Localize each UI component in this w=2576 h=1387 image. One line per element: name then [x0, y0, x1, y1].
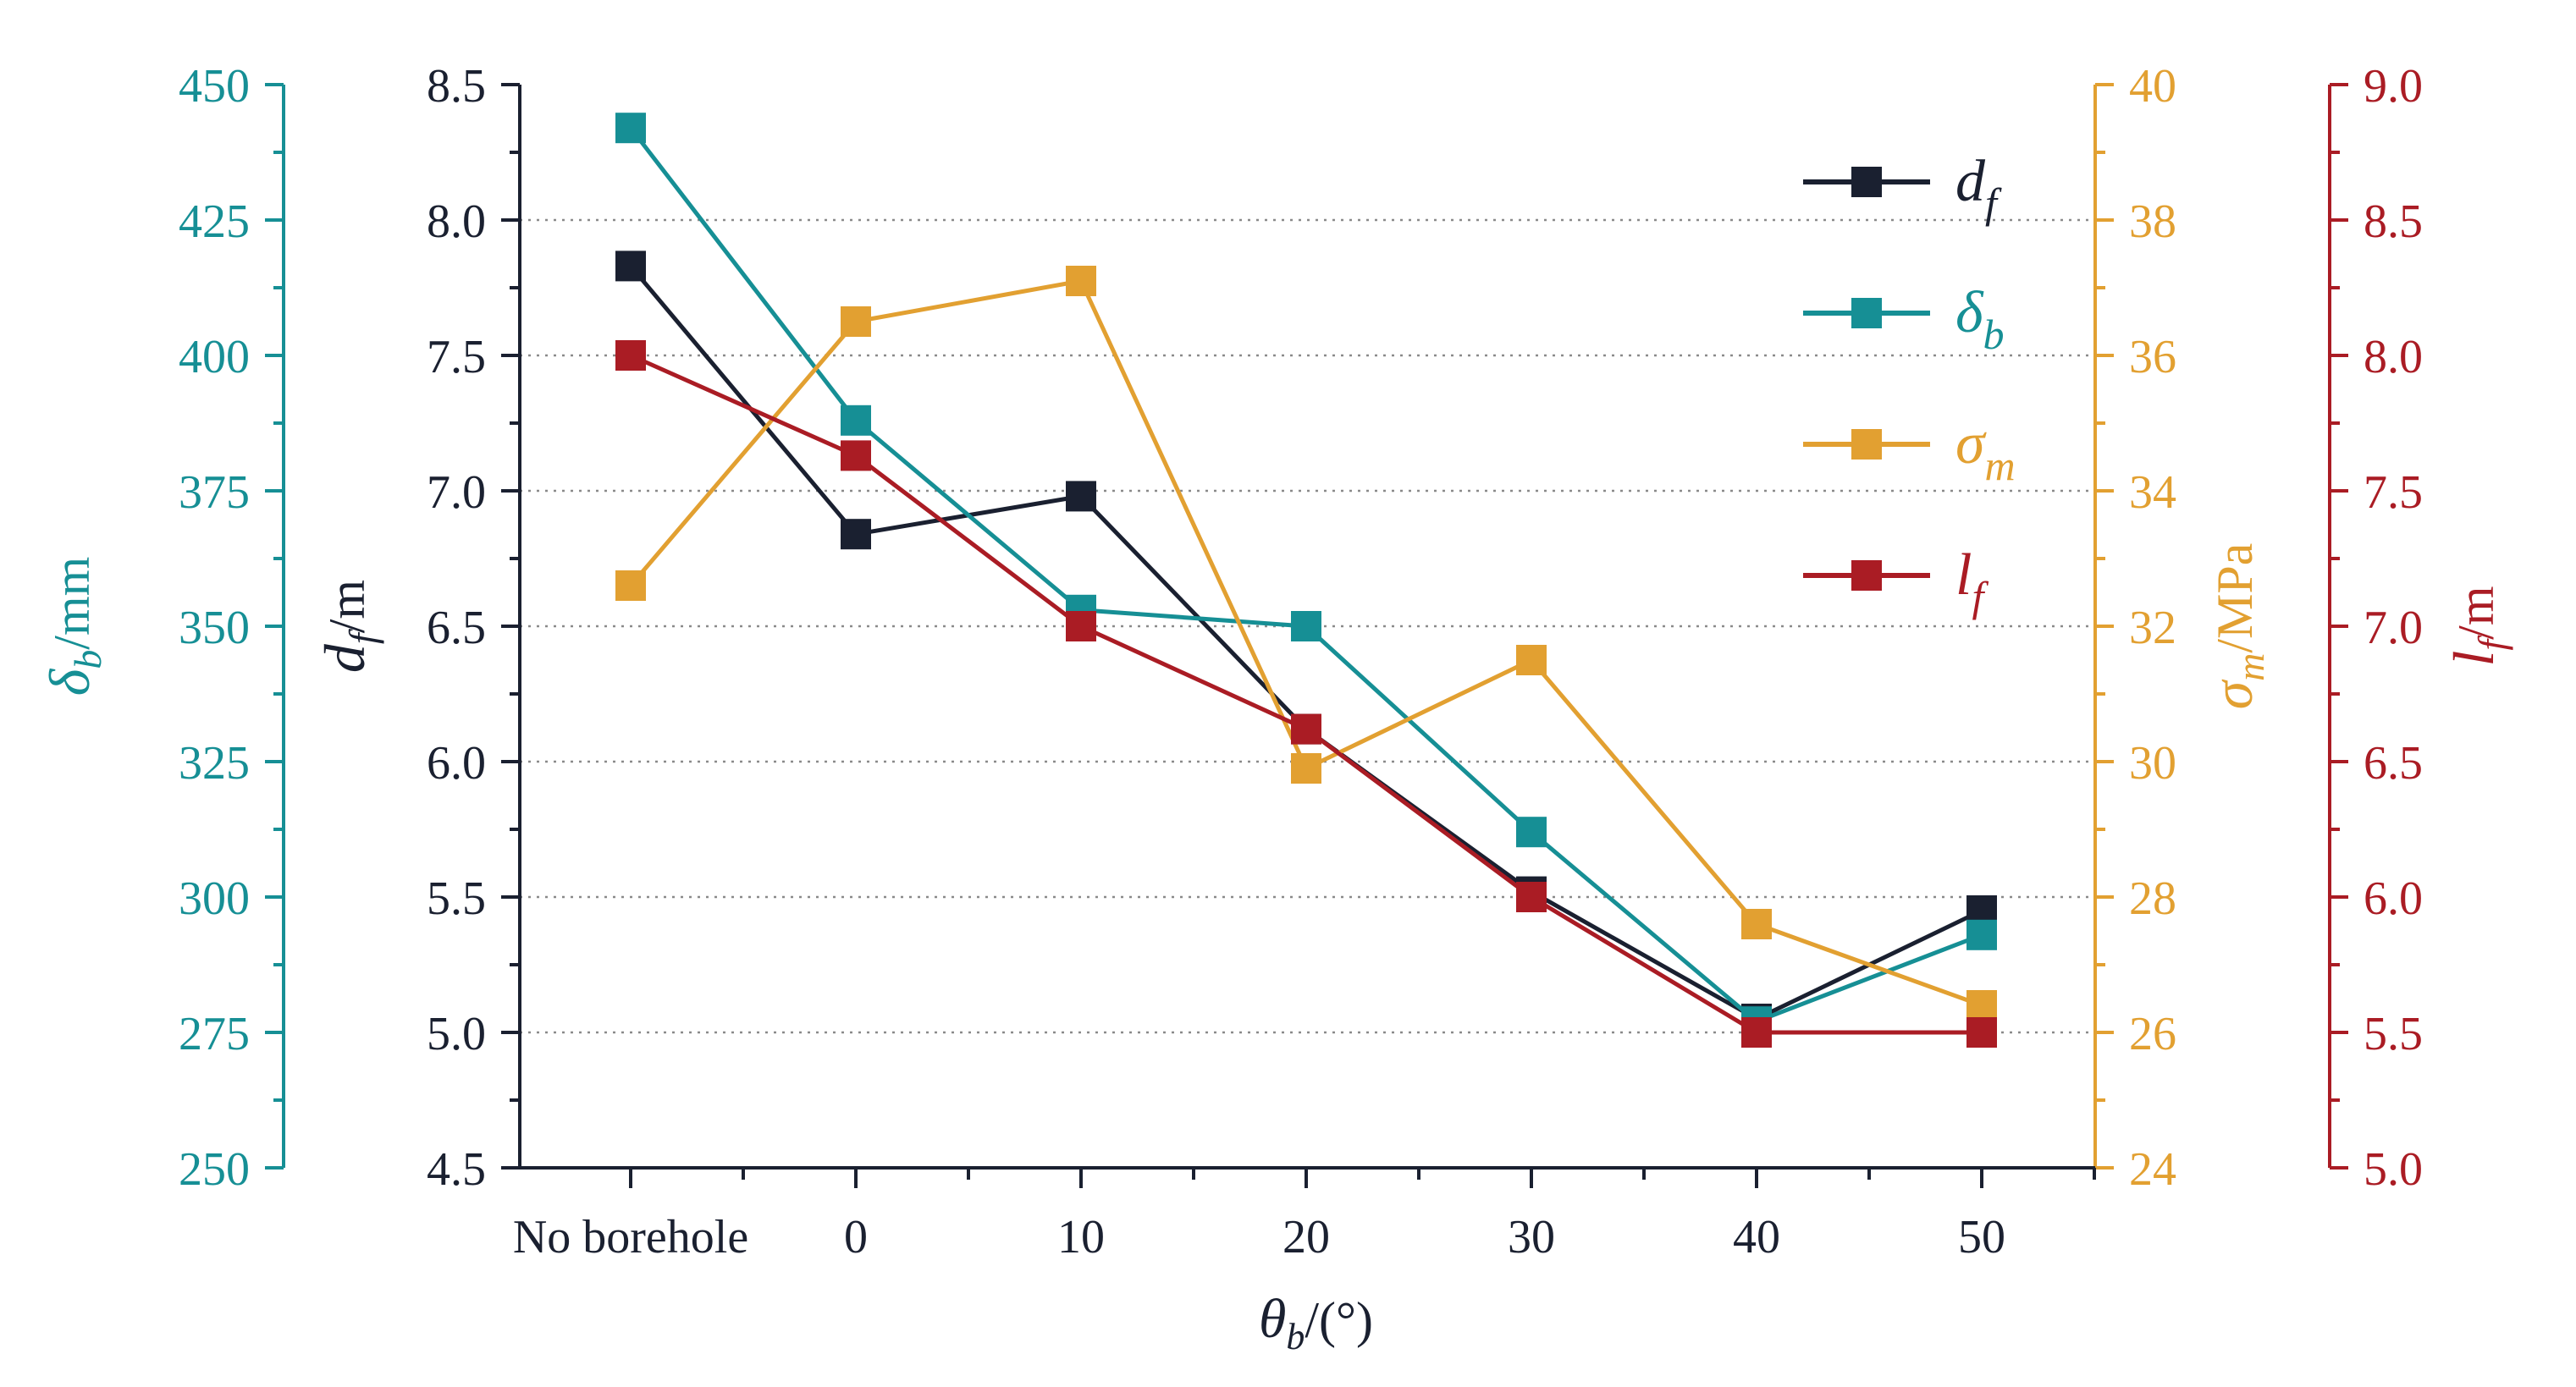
data-point-sm — [1741, 909, 1772, 939]
data-point-db — [841, 405, 871, 436]
df-tick-label: 7.0 — [427, 466, 486, 519]
legend-item-sm: σm — [1803, 411, 2016, 489]
lf-tick-label: 6.0 — [2364, 872, 2423, 925]
data-point-lf — [1966, 1017, 1997, 1048]
series-lf — [615, 340, 1997, 1048]
x-tick-label: No borehole — [513, 1211, 748, 1263]
lf-tick-label: 7.5 — [2364, 466, 2423, 519]
db-tick-label: 275 — [179, 1008, 250, 1060]
lf-axis-title: lf/m — [2441, 586, 2513, 666]
series-df — [615, 250, 1997, 1034]
db-axis: 450 425 400 375 350 325 300 275 250 — [179, 60, 285, 1196]
data-point-sm — [1066, 266, 1096, 296]
legend-item-lf: lf — [1803, 542, 1989, 620]
df-tick-label: 5.5 — [427, 872, 486, 925]
data-point-lf — [1291, 713, 1321, 745]
data-point-sm — [1516, 645, 1547, 675]
db-tick-label: 250 — [179, 1143, 250, 1196]
df-tick-label: 8.0 — [427, 195, 486, 248]
sm-tick-label: 36 — [2129, 331, 2176, 383]
lf-axis: 9.0 8.5 8.0 7.5 7.0 6.5 6.0 5.5 5.0 — [2328, 60, 2423, 1196]
x-tick-label: 0 — [844, 1211, 868, 1263]
df-tick-label: 8.5 — [427, 60, 486, 113]
sm-axis: 40 38 36 34 32 30 28 26 24 — [2093, 60, 2176, 1196]
data-point-sm — [615, 570, 646, 601]
legend-label: δb — [1955, 280, 2005, 358]
series-sm — [615, 266, 1997, 1021]
db-tick-label: 450 — [179, 60, 250, 113]
df-axis: 8.5 8.0 7.5 7.0 6.5 6.0 5.5 5.0 4.5 — [427, 60, 521, 1196]
data-point-lf — [841, 440, 871, 471]
lf-tick-label: 9.0 — [2364, 60, 2423, 113]
lf-tick-label: 5.5 — [2364, 1008, 2423, 1060]
sm-tick-label: 38 — [2129, 195, 2176, 248]
db-tick-label: 300 — [179, 872, 250, 925]
series-line-db — [629, 126, 1983, 1024]
sm-tick-label: 34 — [2129, 466, 2176, 519]
df-tick-label: 6.0 — [427, 737, 486, 790]
x-tick-label: 40 — [1733, 1211, 1780, 1263]
data-point-lf — [615, 340, 646, 371]
data-point-lf — [1066, 611, 1096, 641]
data-point-db — [1516, 817, 1547, 848]
data-point-sm — [1966, 990, 1997, 1021]
db-tick-label: 350 — [179, 602, 250, 654]
lf-tick-label: 7.0 — [2364, 602, 2423, 654]
db-tick-label: 400 — [179, 331, 250, 383]
df-tick-label: 5.0 — [427, 1008, 486, 1060]
sm-tick-label: 26 — [2129, 1008, 2176, 1060]
data-point-df — [1066, 481, 1096, 512]
db-tick-label: 325 — [179, 737, 250, 790]
lf-tick-label: 8.5 — [2364, 195, 2423, 248]
legend-marker — [1851, 167, 1882, 197]
df-axis-title: df/m — [312, 580, 384, 673]
legend-label: df — [1955, 149, 2002, 227]
legend-marker — [1851, 298, 1882, 328]
plot-series — [615, 113, 1997, 1048]
sm-tick-label: 32 — [2129, 602, 2176, 654]
df-tick-label: 6.5 — [427, 602, 486, 654]
db-tick-label: 425 — [179, 195, 250, 248]
data-point-db — [1291, 611, 1321, 641]
sm-tick-label: 40 — [2129, 60, 2176, 113]
sm-tick-label: 30 — [2129, 737, 2176, 790]
sm-tick-label: 28 — [2129, 872, 2176, 925]
legend-item-df: df — [1803, 149, 2002, 227]
lf-tick-label: 5.0 — [2364, 1143, 2423, 1196]
data-point-sm — [1291, 753, 1321, 784]
x-axis: No borehole 0 10 20 30 40 50 θb/(°) — [513, 1166, 2096, 1357]
db-axis-title: δb/mm — [37, 557, 109, 696]
legend-marker — [1851, 429, 1882, 460]
data-point-df — [615, 250, 646, 282]
df-tick-label: 7.5 — [427, 331, 486, 383]
data-point-lf — [1516, 882, 1547, 912]
axes: 8.58.07.57.06.56.05.55.04.54504254003753… — [37, 60, 2513, 1357]
x-tick-label: 20 — [1282, 1211, 1330, 1263]
data-point-db — [615, 113, 646, 144]
df-tick-label: 4.5 — [427, 1143, 486, 1196]
data-point-db — [1966, 919, 1997, 950]
lf-tick-label: 6.5 — [2364, 737, 2423, 790]
lf-tick-label: 8.0 — [2364, 331, 2423, 383]
data-point-lf — [1741, 1017, 1772, 1048]
legend-label: lf — [1955, 542, 1989, 620]
series-line-df — [629, 264, 1983, 1021]
legend-label: σm — [1955, 411, 2016, 489]
db-tick-label: 375 — [179, 466, 250, 519]
sm-tick-label: 24 — [2129, 1143, 2176, 1196]
data-point-df — [841, 519, 871, 550]
x-tick-label: 30 — [1508, 1211, 1555, 1263]
x-axis-title: θb/(°) — [1259, 1288, 1373, 1357]
legend-marker — [1851, 560, 1882, 591]
x-tick-label: 50 — [1958, 1211, 2005, 1263]
data-point-sm — [841, 306, 871, 337]
x-tick-label: 10 — [1057, 1211, 1105, 1263]
legend-item-db: δb — [1803, 280, 2005, 358]
sm-axis-title: σm/MPa — [2200, 543, 2272, 710]
series-db — [615, 113, 1997, 1037]
